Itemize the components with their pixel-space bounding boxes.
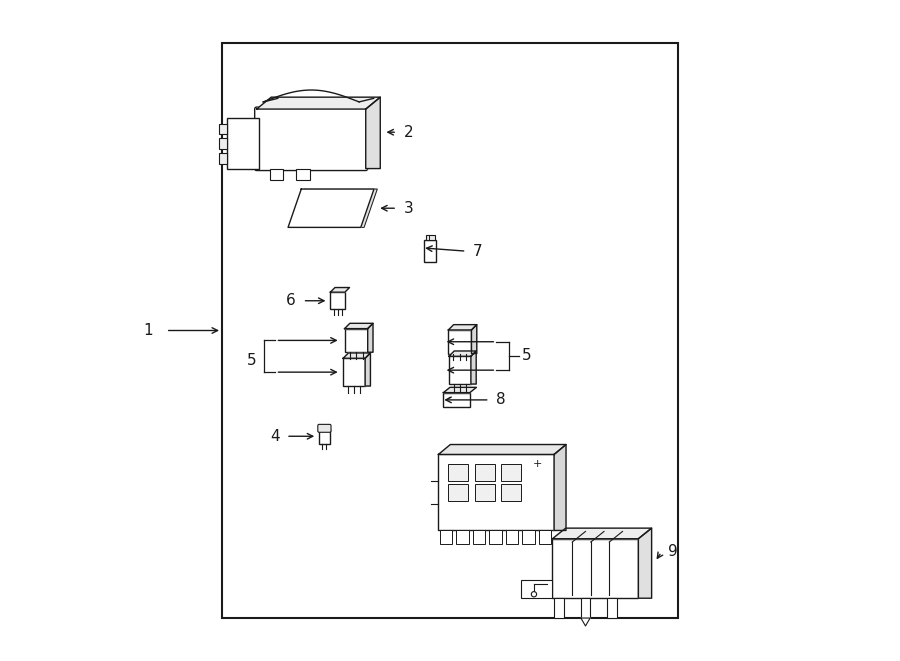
Bar xyxy=(440,530,453,543)
Polygon shape xyxy=(438,444,566,455)
Text: 8: 8 xyxy=(496,393,506,407)
Bar xyxy=(270,169,284,180)
Bar xyxy=(522,530,535,543)
Bar xyxy=(227,118,258,169)
Bar xyxy=(501,484,521,501)
Bar xyxy=(580,598,590,618)
Polygon shape xyxy=(638,528,652,598)
Bar xyxy=(219,138,227,149)
Bar xyxy=(472,530,485,543)
Text: 7: 7 xyxy=(473,244,482,258)
Bar xyxy=(456,530,469,543)
Polygon shape xyxy=(368,323,373,352)
Bar xyxy=(553,539,638,598)
Bar xyxy=(475,464,495,481)
Polygon shape xyxy=(471,351,476,384)
Text: 5: 5 xyxy=(521,348,531,364)
Bar xyxy=(448,330,472,354)
Bar xyxy=(608,598,616,618)
Polygon shape xyxy=(448,325,477,330)
Bar xyxy=(345,329,368,352)
Text: 5: 5 xyxy=(248,353,257,368)
Text: 1: 1 xyxy=(143,323,153,338)
Bar xyxy=(444,393,470,407)
Polygon shape xyxy=(472,325,477,354)
Polygon shape xyxy=(256,97,381,109)
Circle shape xyxy=(531,592,536,597)
FancyBboxPatch shape xyxy=(255,107,368,171)
Bar xyxy=(554,598,563,618)
Text: 3: 3 xyxy=(404,201,413,215)
Bar xyxy=(475,484,495,501)
Polygon shape xyxy=(444,387,476,393)
Bar xyxy=(320,429,329,444)
Polygon shape xyxy=(449,351,476,356)
Polygon shape xyxy=(345,323,373,329)
Polygon shape xyxy=(330,288,349,292)
Bar xyxy=(438,455,554,530)
Polygon shape xyxy=(553,528,652,539)
Bar xyxy=(539,530,552,543)
Text: 6: 6 xyxy=(286,293,296,308)
Bar xyxy=(506,530,518,543)
Bar xyxy=(501,464,521,481)
Polygon shape xyxy=(365,97,381,169)
Text: 2: 2 xyxy=(404,125,413,139)
Bar xyxy=(521,580,553,598)
Bar xyxy=(343,358,365,386)
Bar xyxy=(219,153,227,164)
Bar xyxy=(219,124,227,134)
Bar xyxy=(222,43,678,618)
Text: +: + xyxy=(533,459,543,469)
Bar xyxy=(448,484,468,501)
Polygon shape xyxy=(580,618,590,626)
Polygon shape xyxy=(554,444,566,530)
Bar xyxy=(426,235,435,241)
Polygon shape xyxy=(288,189,374,227)
Bar xyxy=(330,292,345,309)
Bar xyxy=(296,169,310,180)
Text: 4: 4 xyxy=(270,429,280,444)
Polygon shape xyxy=(365,353,371,386)
Bar xyxy=(424,240,436,262)
Bar xyxy=(449,356,471,384)
Text: 9: 9 xyxy=(668,545,678,559)
FancyBboxPatch shape xyxy=(318,424,331,432)
Bar xyxy=(448,464,468,481)
Bar xyxy=(490,530,502,543)
Polygon shape xyxy=(343,353,371,358)
Polygon shape xyxy=(292,189,377,227)
